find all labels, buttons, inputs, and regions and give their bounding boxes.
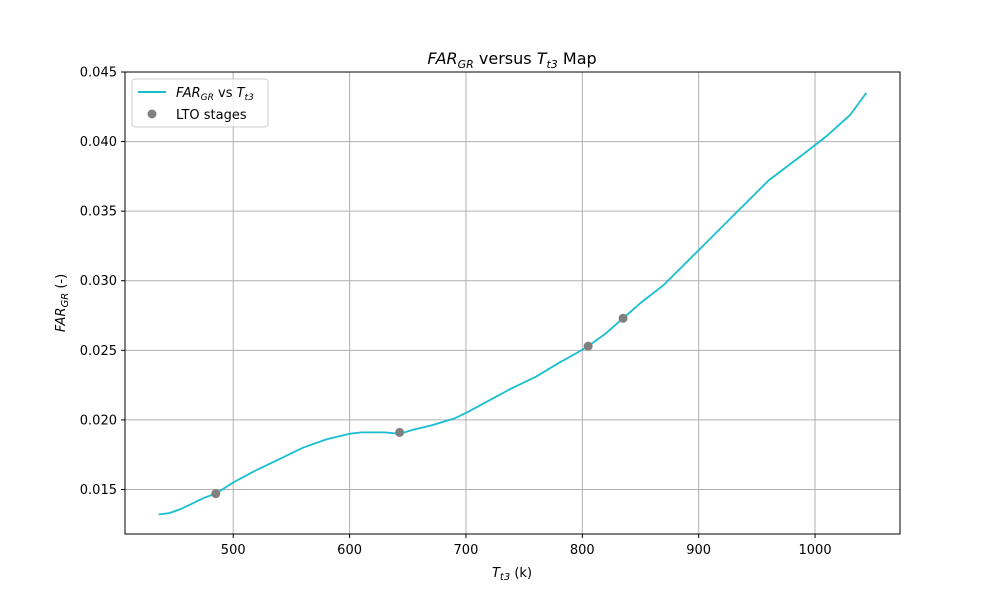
lto-stage-point <box>395 427 405 437</box>
y-tick-label: 0.030 <box>80 274 117 289</box>
y-tick-label: 0.015 <box>80 483 117 498</box>
x-axis-label: Tt3 (k) <box>492 566 532 583</box>
plot-data <box>158 92 868 516</box>
grid <box>125 71 900 534</box>
x-tick-label: 800 <box>570 543 595 558</box>
x-tick-label: 700 <box>454 543 479 558</box>
series-line-far-vs-tt3 <box>158 92 868 516</box>
lto-stage-point <box>618 313 628 323</box>
x-tick-label: 1000 <box>799 543 832 558</box>
lto-stage-point <box>211 489 221 499</box>
legend-entry-scatter: LTO stages <box>176 108 247 123</box>
plot-frame <box>124 71 901 535</box>
legend: FARGR vs Tt3 LTO stages <box>131 78 269 128</box>
y-axis-label: FARGR (-) <box>54 274 71 332</box>
x-tick-label: 900 <box>686 543 711 558</box>
y-tick-label: 0.025 <box>80 344 117 359</box>
lto-stage-point <box>583 341 593 351</box>
chart-title: FARGR versus Tt3 Map <box>427 49 596 71</box>
y-tick-label: 0.035 <box>80 205 117 220</box>
legend-entry-line: FARGR vs Tt3 <box>176 86 254 103</box>
ticks: 500 600 700 800 900 1000 0.015 0.020 0.025 0.030 0… <box>80 66 832 559</box>
x-tick-label: 600 <box>337 543 362 558</box>
y-tick-label: 0.040 <box>80 135 117 150</box>
legend-marker-swatch <box>147 109 157 119</box>
y-tick-label: 0.045 <box>80 66 117 81</box>
x-tick-label: 500 <box>221 543 246 558</box>
y-tick-label: 0.020 <box>80 413 117 428</box>
